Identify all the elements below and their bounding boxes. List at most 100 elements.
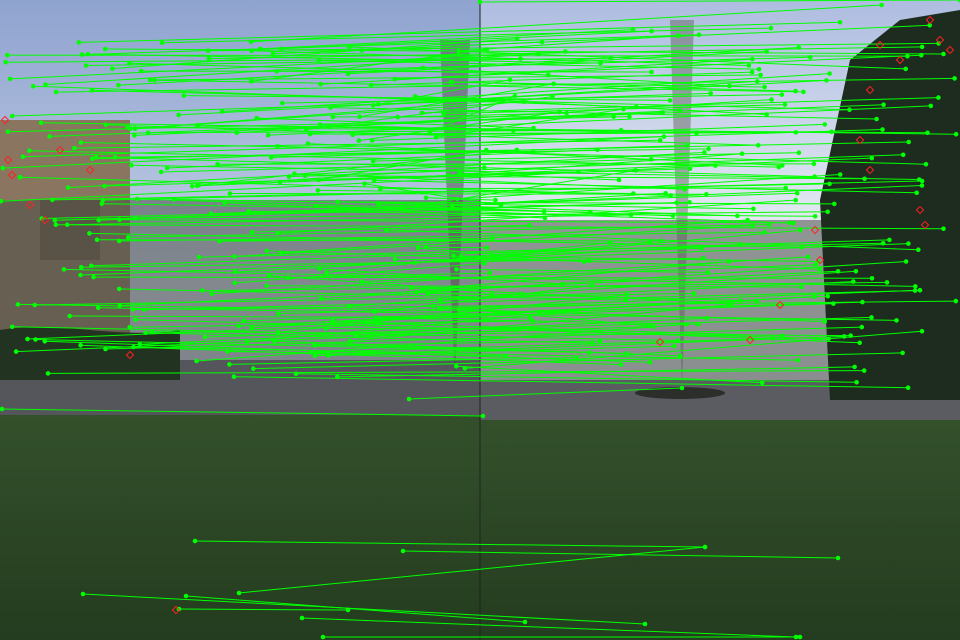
keypoint <box>47 134 52 139</box>
keypoint <box>861 368 867 373</box>
keypoint <box>192 538 198 544</box>
keypoint <box>65 185 71 190</box>
keypoint <box>751 206 756 212</box>
keypoint <box>487 270 493 276</box>
match-line <box>211 256 809 295</box>
keypoint <box>79 52 85 57</box>
keypoint <box>102 46 108 52</box>
keypoint <box>249 229 255 235</box>
keypoint <box>530 150 536 155</box>
keypoint <box>825 293 830 299</box>
keypoint <box>493 197 498 203</box>
keypoint <box>362 181 367 187</box>
keypoint <box>708 91 713 96</box>
keypoint <box>905 385 911 391</box>
keypoint <box>318 296 324 302</box>
keypoint <box>545 72 551 78</box>
keypoint <box>189 184 195 189</box>
keypoint <box>3 59 9 65</box>
keypoint <box>276 311 281 316</box>
keypoint <box>758 72 763 78</box>
keypoint <box>266 273 272 278</box>
match-line <box>41 122 697 134</box>
outlier-keypoint <box>875 40 885 50</box>
keypoint <box>419 110 425 116</box>
keypoint <box>196 254 202 260</box>
outlier-keypoint <box>865 85 875 95</box>
keypoint <box>782 102 788 107</box>
keypoint <box>649 69 654 75</box>
outlier-keypoint <box>655 337 665 347</box>
match-line <box>456 365 763 384</box>
match-line <box>162 27 772 44</box>
keypoint <box>420 65 426 71</box>
keypoint <box>5 52 10 58</box>
keypoint <box>67 313 72 319</box>
keypoint <box>900 152 906 158</box>
keypoint <box>13 349 19 354</box>
match-line <box>352 131 796 136</box>
match-line <box>139 317 707 345</box>
keypoint <box>914 190 919 196</box>
lawn <box>0 415 480 640</box>
keypoint <box>265 132 271 138</box>
match-line <box>137 198 545 212</box>
keypoint <box>307 131 313 137</box>
keypoint <box>415 245 421 251</box>
keypoint <box>677 108 682 113</box>
keypoint <box>103 122 109 128</box>
keypoint <box>249 325 255 331</box>
outlier-keypoint <box>171 605 181 615</box>
keypoint <box>330 114 336 120</box>
keypoint <box>116 286 122 292</box>
keypoint <box>127 325 132 330</box>
keypoint <box>618 362 624 367</box>
keypoint <box>685 143 690 148</box>
keypoint <box>835 555 841 561</box>
keypoint <box>928 103 934 109</box>
match-line <box>260 29 634 50</box>
match-line <box>161 158 652 173</box>
keypoint <box>445 173 451 178</box>
match-line <box>198 242 884 258</box>
keypoint <box>762 84 767 90</box>
keypoint <box>454 267 459 272</box>
match-line <box>35 339 590 354</box>
keypoint <box>457 170 463 176</box>
keypoint <box>759 380 765 386</box>
match-line <box>266 250 820 270</box>
keypoint <box>17 174 23 180</box>
keypoint <box>400 548 406 554</box>
match-line <box>276 56 811 72</box>
keypoint <box>406 396 412 402</box>
keypoint <box>78 140 84 145</box>
keypoint <box>346 303 352 309</box>
keypoint <box>919 178 925 184</box>
match-line <box>479 0 960 3</box>
match-line <box>429 95 516 133</box>
match-line <box>12 326 678 341</box>
match-line <box>222 73 830 112</box>
keypoint <box>227 191 233 196</box>
keypoint <box>350 132 356 138</box>
keypoint <box>687 166 693 171</box>
match-line <box>91 239 890 267</box>
match-line <box>145 332 593 344</box>
keypoint <box>320 634 326 640</box>
keypoint <box>133 317 138 322</box>
keypoint <box>916 247 921 252</box>
keypoint <box>860 299 865 305</box>
keypoint <box>458 254 464 259</box>
keypoint <box>587 258 592 264</box>
match-line <box>148 129 622 134</box>
match-line <box>105 326 862 350</box>
keypoint <box>427 130 433 135</box>
keypoint <box>129 162 134 168</box>
keypoint <box>936 41 941 46</box>
keypoint <box>953 298 959 304</box>
keypoint <box>219 109 225 114</box>
keypoint <box>149 329 155 335</box>
keypoint <box>80 591 86 597</box>
keypoint <box>483 317 489 323</box>
keypoint <box>793 197 798 203</box>
